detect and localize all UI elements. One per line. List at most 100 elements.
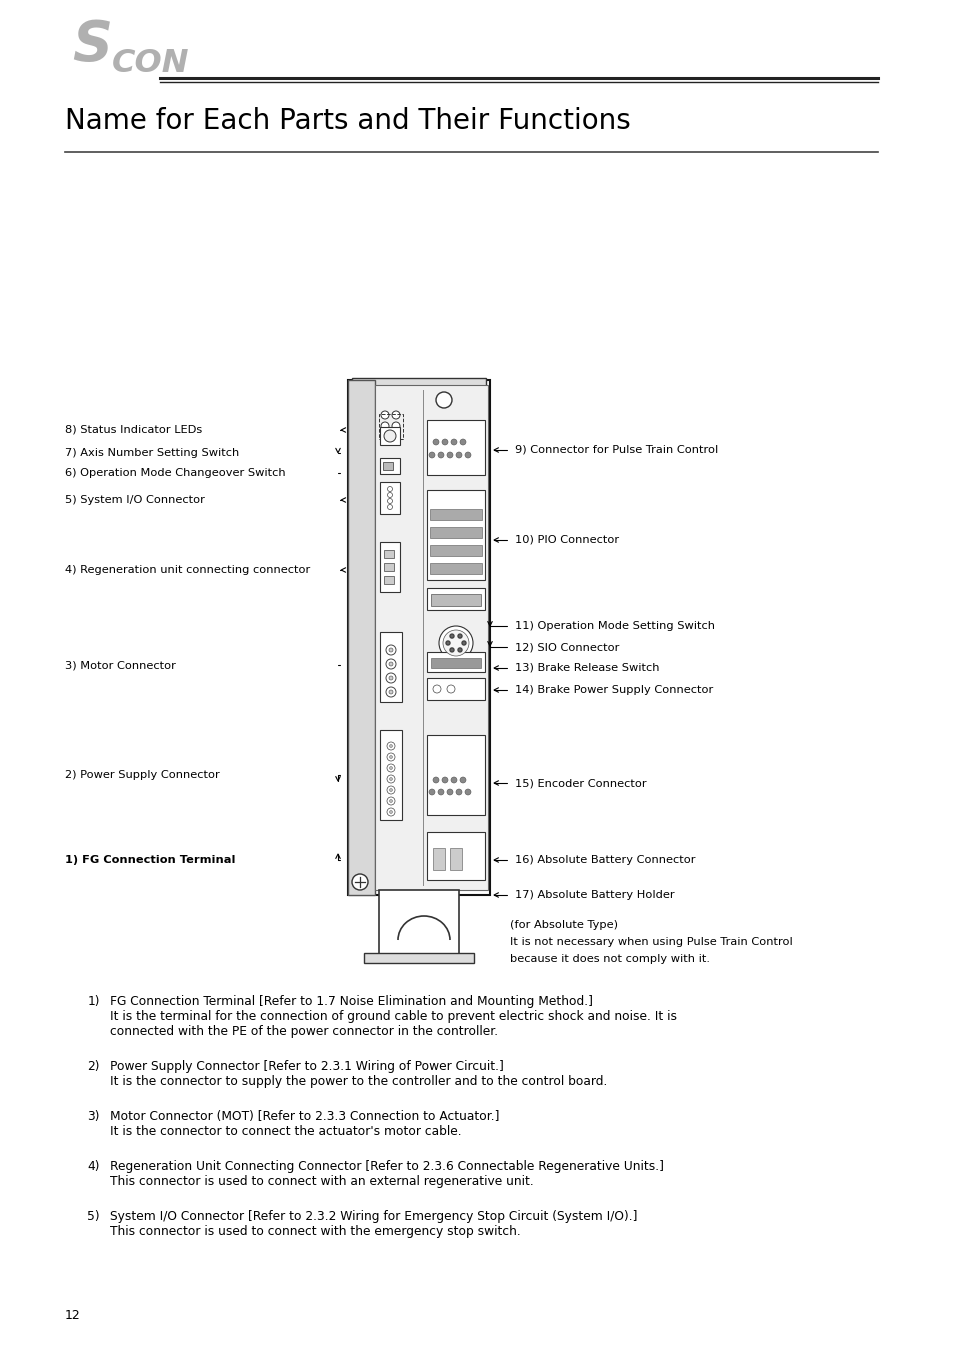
Circle shape [437,788,443,795]
Circle shape [384,431,395,441]
Circle shape [352,873,368,890]
Bar [379,541,399,593]
Text: 8) Status Indicator LEDs: 8) Status Indicator LEDs [65,425,202,435]
Circle shape [450,634,454,639]
Circle shape [438,626,473,660]
Circle shape [387,505,392,509]
Circle shape [429,788,435,795]
Circle shape [456,452,461,458]
Circle shape [389,662,393,666]
Bar [430,509,481,520]
Text: 13) Brake Release Switch: 13) Brake Release Switch [515,663,659,674]
Circle shape [389,810,392,814]
Bar [348,379,375,895]
Circle shape [389,799,392,802]
Text: It is not necessary when using Pulse Train Control: It is not necessary when using Pulse Tra… [510,937,792,946]
Text: 4): 4) [88,1160,100,1173]
Circle shape [387,753,395,761]
Circle shape [392,423,399,431]
Text: This connector is used to connect with an external regenerative unit.: This connector is used to connect with a… [110,1174,533,1188]
Bar [348,379,490,895]
Text: 10) PIO Connector: 10) PIO Connector [515,535,618,545]
Text: 4) Regeneration unit connecting connector: 4) Regeneration unit connecting connecto… [65,566,310,575]
Circle shape [389,648,393,652]
Text: 3) Motor Connector: 3) Motor Connector [65,660,175,670]
Bar [430,563,481,574]
Bar [352,378,485,387]
Text: connected with the PE of the power connector in the controller.: connected with the PE of the power conne… [110,1025,497,1038]
Circle shape [433,778,438,783]
Text: Name for Each Parts and Their Functions: Name for Each Parts and Their Functions [65,107,630,135]
Circle shape [433,439,438,446]
Bar [430,526,481,539]
Circle shape [380,423,389,431]
Text: System I/O Connector [Refer to 2.3.2 Wiring for Emergency Stop Circuit (System I: System I/O Connector [Refer to 2.3.2 Wir… [110,1210,637,1223]
Circle shape [386,674,395,683]
Circle shape [387,486,392,491]
Circle shape [441,778,448,783]
Bar [431,594,480,606]
Circle shape [436,392,452,408]
Bar [384,563,394,571]
Circle shape [442,630,469,656]
Text: 16) Absolute Battery Connector: 16) Absolute Battery Connector [515,855,695,865]
Bar [427,589,484,610]
Circle shape [441,439,448,446]
Text: It is the connector to supply the power to the controller and to the control boa: It is the connector to supply the power … [110,1075,607,1088]
Circle shape [464,452,471,458]
Circle shape [389,788,392,791]
Circle shape [386,645,395,655]
Bar [379,730,401,819]
Bar [379,458,399,474]
Text: 5): 5) [88,1210,100,1223]
Circle shape [437,452,443,458]
Text: 17) Absolute Battery Holder: 17) Absolute Battery Holder [515,890,674,900]
Circle shape [446,641,450,645]
Circle shape [387,764,395,772]
Text: Motor Connector (MOT) [Refer to 2.3.3 Connection to Actuator.]: Motor Connector (MOT) [Refer to 2.3.3 Co… [110,1110,499,1123]
Text: 2) Power Supply Connector: 2) Power Supply Connector [65,769,219,780]
Text: This connector is used to connect with the emergency stop switch.: This connector is used to connect with t… [110,1224,520,1238]
Circle shape [389,690,393,694]
Bar [379,632,401,702]
Circle shape [389,676,393,680]
Circle shape [459,778,465,783]
Bar [379,427,399,446]
Circle shape [387,786,395,794]
Bar [430,545,481,556]
Text: 15) Encoder Connector: 15) Encoder Connector [515,778,646,788]
Bar [427,652,484,672]
Circle shape [387,809,395,815]
Bar [427,420,484,475]
Circle shape [387,498,392,504]
Circle shape [450,648,454,652]
Bar [375,385,488,890]
Text: (for Absolute Type): (for Absolute Type) [510,919,618,930]
Text: 7) Axis Number Setting Switch: 7) Axis Number Setting Switch [65,448,239,458]
Circle shape [389,767,392,770]
Text: It is the terminal for the connection of ground cable to prevent electric shock : It is the terminal for the connection of… [110,1010,677,1023]
Text: 6) Operation Mode Changeover Switch: 6) Operation Mode Changeover Switch [65,468,285,478]
Circle shape [386,659,395,670]
Circle shape [451,439,456,446]
Text: CON: CON [112,49,190,80]
Circle shape [392,410,399,418]
Circle shape [387,775,395,783]
Bar [384,549,394,558]
Bar [427,678,484,701]
Text: 9) Connector for Pulse Train Control: 9) Connector for Pulse Train Control [515,446,718,455]
Circle shape [459,439,465,446]
Bar [433,848,444,869]
Text: 1) FG Connection Terminal: 1) FG Connection Terminal [65,855,235,865]
Bar [384,576,394,585]
Bar [378,890,458,954]
Circle shape [429,452,435,458]
Text: 11) Operation Mode Setting Switch: 11) Operation Mode Setting Switch [515,621,714,630]
Circle shape [457,634,461,639]
Text: 1): 1) [88,995,100,1008]
Circle shape [389,756,392,759]
Bar [364,953,474,963]
Text: FG Connection Terminal [Refer to 1.7 Noise Elimination and Mounting Method.]: FG Connection Terminal [Refer to 1.7 Noi… [110,995,593,1008]
Circle shape [389,744,392,748]
Circle shape [433,684,440,693]
